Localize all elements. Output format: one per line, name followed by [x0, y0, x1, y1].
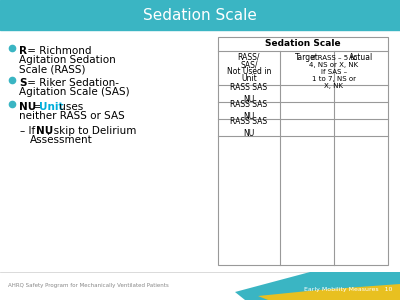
- Text: If SAS –: If SAS –: [321, 69, 347, 75]
- Text: uses: uses: [56, 102, 83, 112]
- Text: Agitation Scale (SAS): Agitation Scale (SAS): [19, 87, 130, 97]
- Bar: [0, 30, 400, 272]
- Text: Sedation Scale: Sedation Scale: [265, 40, 341, 49]
- Text: = Riker Sedation-: = Riker Sedation-: [24, 78, 120, 88]
- PathPatch shape: [258, 284, 400, 300]
- Text: Unit: Unit: [241, 74, 257, 83]
- Text: Target: Target: [295, 53, 319, 62]
- Text: SAS/: SAS/: [240, 60, 258, 69]
- Text: Scale (RASS): Scale (RASS): [19, 64, 86, 74]
- Text: neither RASS or SAS: neither RASS or SAS: [19, 111, 125, 121]
- Text: , skip to Delirium: , skip to Delirium: [47, 126, 136, 136]
- Text: RASS/: RASS/: [238, 53, 260, 62]
- Text: = Richmond: = Richmond: [24, 46, 92, 56]
- PathPatch shape: [235, 272, 400, 300]
- Text: 1 to 7, NS or: 1 to 7, NS or: [312, 76, 356, 82]
- Text: Actual: Actual: [349, 53, 373, 62]
- Text: NU: NU: [36, 126, 53, 136]
- Text: RASS SAS
NU: RASS SAS NU: [230, 100, 268, 121]
- Text: AHRQ Safety Program for Mechanically Ventilated Patients: AHRQ Safety Program for Mechanically Ven…: [8, 284, 169, 289]
- Text: 4, NS or X, NK: 4, NS or X, NK: [310, 62, 358, 68]
- Text: Agitation Sedation: Agitation Sedation: [19, 55, 116, 65]
- Text: S: S: [19, 78, 26, 88]
- Text: =: =: [30, 102, 45, 112]
- Text: Early Mobility Measures   10: Early Mobility Measures 10: [304, 287, 392, 292]
- Text: Not Used in: Not Used in: [227, 67, 271, 76]
- Bar: [0, 0, 400, 30]
- Text: If RASS – 5 to: If RASS – 5 to: [311, 55, 357, 61]
- Bar: [0, 272, 400, 300]
- Text: Unit: Unit: [39, 102, 64, 112]
- Text: Sedation Scale: Sedation Scale: [143, 8, 257, 22]
- Bar: [218, 37, 388, 265]
- Text: NU: NU: [19, 102, 36, 112]
- Text: R: R: [19, 46, 27, 56]
- Text: RASS SAS
NU: RASS SAS NU: [230, 83, 268, 103]
- Text: X, NK: X, NK: [324, 83, 344, 89]
- Text: – If: – If: [20, 126, 38, 136]
- Text: RASS SAS
NU: RASS SAS NU: [230, 117, 268, 137]
- Text: Assessment: Assessment: [30, 135, 93, 145]
